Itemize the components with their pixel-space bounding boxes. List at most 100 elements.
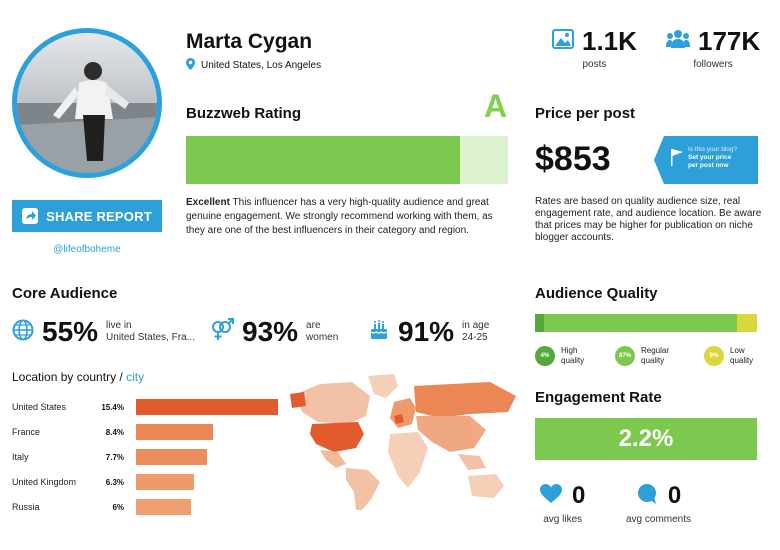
engagement-rate-value: 2.2% <box>535 418 757 460</box>
location-title: Location by country / city <box>12 370 144 384</box>
country-name: United Kingdom <box>12 477 77 487</box>
regular-quality-badge: 87% <box>615 346 635 366</box>
country-bar <box>136 424 213 440</box>
country-name: Italy <box>12 452 29 462</box>
profile-handle[interactable]: @lifeofboheme <box>53 244 121 255</box>
rating-bar <box>186 136 508 184</box>
country-row: France 8.4% <box>12 424 280 440</box>
profile-location: United States, Los Angeles <box>186 58 321 73</box>
posts-stat: 1.1K posts <box>552 26 637 70</box>
posts-count: 1.1K <box>582 26 637 56</box>
map-france <box>394 414 404 424</box>
metric-age: 91% in age 24-25 <box>368 316 489 348</box>
followers-count: 177K <box>698 26 761 56</box>
image-icon <box>552 29 574 54</box>
metric-location-label-2: United States, Fra... <box>106 332 195 343</box>
location-text: United States, Los Angeles <box>201 60 322 71</box>
high-quality-label-1: High <box>561 346 578 355</box>
metric-location-label-1: live in <box>106 320 132 331</box>
country-percent: 15.4% <box>101 402 124 412</box>
price-title: Price per post <box>535 105 636 122</box>
rating-description: Excellent This influencer has a very hig… <box>186 196 510 238</box>
avg-comments-value: 0 <box>667 482 682 509</box>
regular-quality-label-2: quality <box>641 356 665 365</box>
country-bar <box>136 474 194 490</box>
quality-segment-high <box>535 314 544 332</box>
audience-quality-bar <box>535 314 757 332</box>
quality-segment-low <box>737 314 757 332</box>
rating-text: This influencer has a very high-quality … <box>186 197 493 236</box>
low-quality-label-2: quality <box>730 356 754 365</box>
map-africa <box>388 432 428 488</box>
avg-likes-stat: 0 avg likes <box>540 482 585 525</box>
low-quality-label-1: Low <box>730 346 745 355</box>
high-quality-label-2: quality <box>561 356 585 365</box>
country-row: Italy 7.7% <box>12 449 280 465</box>
map-russia <box>414 382 516 418</box>
country-percent: 6.3% <box>105 477 124 487</box>
posts-label: posts <box>582 59 607 70</box>
avg-comments-label: avg comments <box>626 514 692 525</box>
flag-icon <box>670 148 684 171</box>
country-percent: 7.7% <box>105 452 124 462</box>
audience-quality-title: Audience Quality <box>535 285 658 302</box>
gender-icon <box>210 317 234 347</box>
country-bar <box>136 449 207 465</box>
set-price-tag[interactable]: Is this your blog? Set your price per po… <box>654 136 758 184</box>
legend-regular-quality: 87% Regular quality <box>615 346 669 366</box>
country-name: France <box>12 427 41 437</box>
regular-quality-label-1: Regular <box>641 346 670 355</box>
birthday-cake-icon <box>368 319 390 346</box>
share-report-label: SHARE REPORT <box>46 208 152 224</box>
map-southeast-asia <box>458 454 486 470</box>
legend-low-quality: 9% Low quality <box>704 346 753 366</box>
share-icon <box>22 208 39 224</box>
country-row: Russia 6% <box>12 499 280 515</box>
rating-grade: A <box>484 88 508 124</box>
map-usa <box>310 422 364 452</box>
map-greenland <box>368 374 398 398</box>
rating-bar-fill <box>186 136 460 184</box>
core-audience-title: Core Audience <box>12 285 118 302</box>
engagement-rate-title: Engagement Rate <box>535 389 662 406</box>
metric-age-value: 91% <box>398 316 455 347</box>
high-quality-badge: 4% <box>535 346 555 366</box>
country-row: United States 15.4% <box>12 399 280 415</box>
map-asia <box>416 416 486 452</box>
metric-gender-label-1: are <box>306 320 321 331</box>
country-percent: 6% <box>112 502 124 512</box>
metric-gender-label-2: women <box>306 332 339 343</box>
location-tab-city[interactable]: city <box>126 370 145 384</box>
world-map <box>290 372 520 512</box>
comment-icon <box>636 483 658 510</box>
price-value: $853 <box>535 140 611 178</box>
price-description: Rates are based on quality audience size… <box>535 196 762 243</box>
country-row: United Kingdom 6.3% <box>12 474 280 490</box>
metric-location-value: 55% <box>42 316 99 347</box>
map-europe <box>390 398 416 428</box>
low-quality-badge: 9% <box>704 346 724 366</box>
rating-title: Buzzweb Rating <box>186 105 301 122</box>
country-bar <box>136 399 278 415</box>
metric-gender-value: 93% <box>242 316 299 347</box>
map-mexico <box>320 450 346 468</box>
followers-label: followers <box>693 59 733 70</box>
heart-icon <box>540 483 562 509</box>
metric-gender: 93% are women <box>210 316 338 348</box>
country-bar <box>136 499 191 515</box>
country-percent: 8.4% <box>105 427 124 437</box>
map-south-america <box>346 468 380 510</box>
location-tab-country[interactable]: Location by country / <box>12 370 123 384</box>
location-pin-icon <box>186 58 195 73</box>
legend-high-quality: 4% High quality <box>535 346 584 366</box>
tag-question: Is this your blog? <box>688 146 738 153</box>
profile-name: Marta Cygan <box>186 30 313 53</box>
followers-icon <box>666 29 690 54</box>
country-name: United States <box>12 402 67 412</box>
map-alaska <box>290 392 306 408</box>
profile-avatar <box>12 28 162 178</box>
quality-segment-regular <box>543 314 737 332</box>
rating-verdict: Excellent <box>186 197 230 208</box>
tag-line-3: per post now <box>688 162 729 169</box>
share-report-button[interactable]: SHARE REPORT <box>12 200 162 232</box>
